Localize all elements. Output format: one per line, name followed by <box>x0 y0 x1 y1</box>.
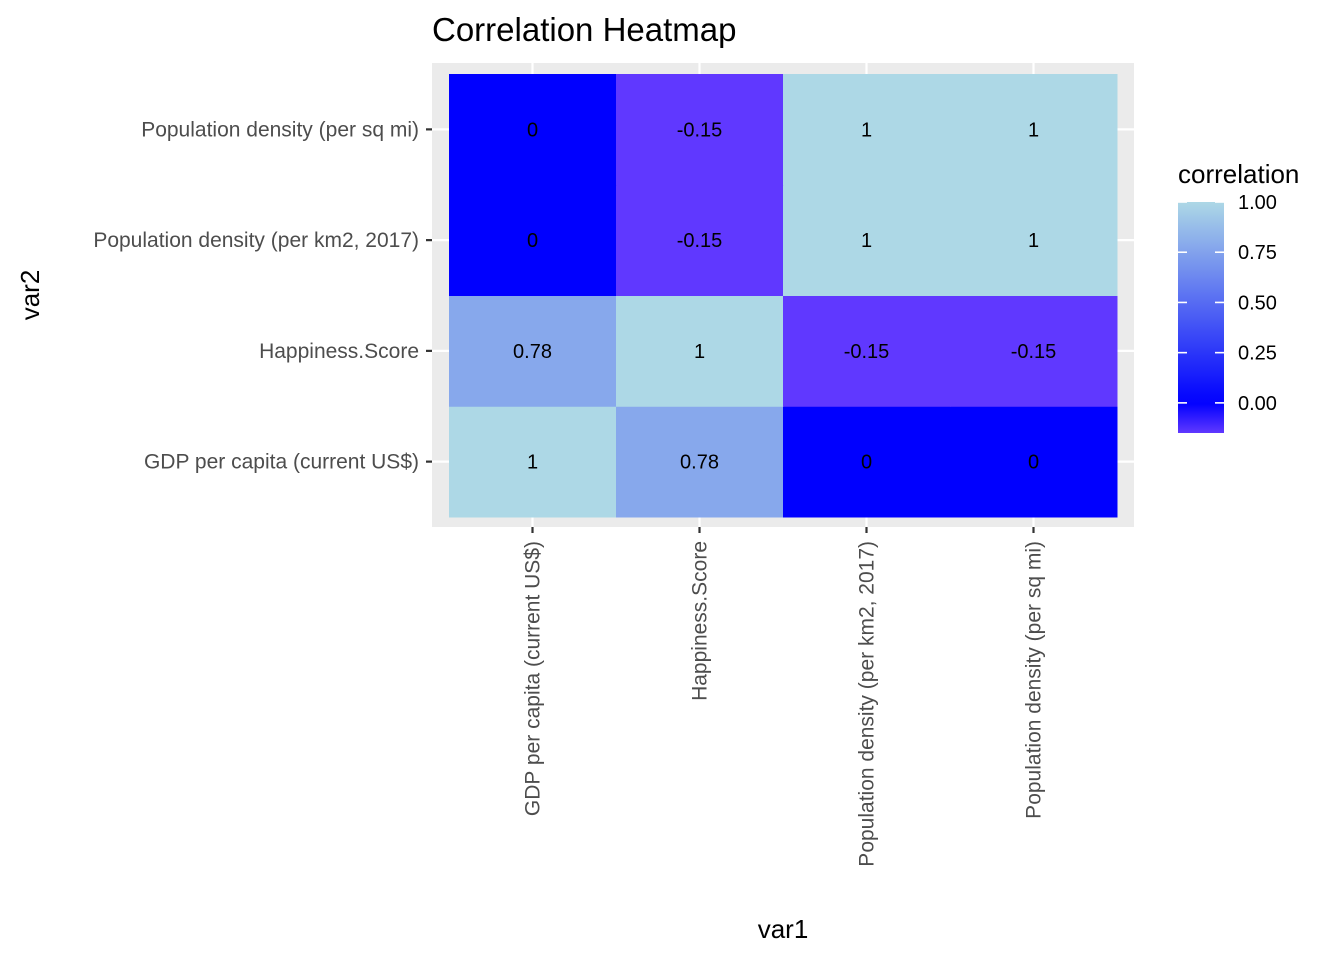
heatmap-cell <box>950 74 1118 186</box>
legend-tick-label: 0.75 <box>1238 242 1277 264</box>
y-tick-label: GDP per capita (current US$) <box>144 451 419 474</box>
heatmap-cell <box>616 295 784 407</box>
legend-tick-label: 0.50 <box>1238 292 1277 314</box>
y-axis-title: var2 <box>15 270 45 321</box>
cell-value-label: -0.15 <box>844 341 890 363</box>
cell-value-label: 1 <box>527 452 538 474</box>
cell-value-label: 1 <box>861 119 872 141</box>
cell-value-label: -0.15 <box>677 230 723 252</box>
cell-value-label: 1 <box>1028 230 1039 252</box>
heatmap-cell <box>616 184 784 296</box>
legend-tick-label: 0.25 <box>1238 343 1277 365</box>
cell-value-label: 1 <box>861 230 872 252</box>
legend-tick-label: 1.00 <box>1238 192 1277 214</box>
cell-value-label: 0.78 <box>513 341 552 363</box>
cell-value-label: 1 <box>1028 119 1039 141</box>
legend-tick-label: 0.00 <box>1238 393 1277 415</box>
y-tick-label: Population density (per sq mi) <box>141 118 419 141</box>
x-axis: GDP per capita (current US$) Happiness.Sc… <box>522 527 1046 867</box>
chart-title: Correlation Heatmap <box>432 11 736 48</box>
x-tick-label: Happiness.Score <box>689 541 712 701</box>
cell-value-label: 0 <box>527 119 538 141</box>
cell-value-label: 0 <box>1028 452 1039 474</box>
cell-value-label: 0 <box>527 230 538 252</box>
heatmap-cell <box>616 74 784 186</box>
heatmap-cell <box>449 406 617 518</box>
heatmap-cell <box>783 74 951 186</box>
heatmap-cell <box>449 295 617 407</box>
cell-value-label: 1 <box>694 341 705 363</box>
heatmap-cell <box>449 74 617 186</box>
heatmap-cell <box>950 184 1118 296</box>
legend-color-bar <box>1178 202 1224 433</box>
cell-value-label: -0.15 <box>677 119 723 141</box>
legend-ticks: 0.00 0.25 0.50 0.75 1.00 <box>1178 192 1277 415</box>
heatmap-cell <box>950 406 1118 518</box>
x-tick-label: Population density (per sq mi) <box>1023 541 1046 819</box>
heatmap-cell <box>950 295 1118 407</box>
legend-title: correlation <box>1178 159 1299 189</box>
cell-value-label: -0.15 <box>1011 341 1057 363</box>
cell-value-label: 0 <box>861 452 872 474</box>
x-tick-label: Population density (per km2, 2017) <box>856 541 879 867</box>
x-axis-title: var1 <box>758 914 809 944</box>
x-tick-label: GDP per capita (current US$) <box>522 541 545 816</box>
heatmap-cell <box>783 295 951 407</box>
heatmap-cell <box>616 406 784 518</box>
y-tick-label: Happiness.Score <box>259 340 419 363</box>
y-tick-label: Population density (per km2, 2017) <box>93 229 419 252</box>
heatmap-cell <box>449 184 617 296</box>
y-axis: GDP per capita (current US$) Happiness.Sc… <box>93 118 432 474</box>
heatmap-cells <box>449 74 1118 518</box>
cell-value-label: 0.78 <box>680 452 719 474</box>
cell-value-labels: 1 0.78 0 0 0.78 1 -0.15 -0.15 0 -0.15 1 1 0 -0.15 1 1 <box>513 119 1056 473</box>
color-legend: correlation 0.00 0.25 0.50 0.75 1.00 <box>1178 159 1299 433</box>
heatmap-cell <box>783 184 951 296</box>
heatmap-cell <box>783 406 951 518</box>
